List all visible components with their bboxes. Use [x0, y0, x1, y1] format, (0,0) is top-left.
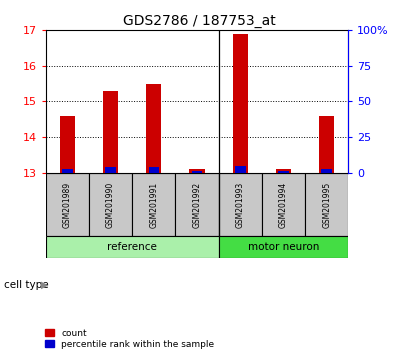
Bar [189, 169, 205, 173]
Bar [89, 173, 132, 236]
Bar [105, 167, 116, 173]
Text: GDS2786 / 187753_at: GDS2786 / 187753_at [123, 14, 275, 28]
Bar [276, 169, 291, 173]
Bar [219, 173, 262, 236]
Bar [192, 171, 202, 173]
Bar [46, 236, 219, 258]
Text: GSM201989: GSM201989 [63, 182, 72, 228]
Bar [262, 173, 305, 236]
Bar [219, 236, 348, 258]
Bar [233, 34, 248, 173]
Bar [321, 169, 332, 173]
Bar [235, 166, 246, 173]
Bar [103, 91, 118, 173]
Text: ▶: ▶ [41, 280, 48, 290]
Bar [60, 116, 75, 173]
Text: cell type: cell type [4, 280, 49, 290]
Bar [46, 173, 89, 236]
Bar [176, 173, 219, 236]
Text: motor neuron: motor neuron [248, 242, 319, 252]
Bar [148, 167, 159, 173]
Legend: count, percentile rank within the sample: count, percentile rank within the sample [44, 328, 215, 349]
Text: GSM201995: GSM201995 [322, 181, 331, 228]
Bar [132, 173, 176, 236]
Text: GSM201990: GSM201990 [106, 181, 115, 228]
Bar [146, 84, 161, 173]
Text: GSM201994: GSM201994 [279, 181, 288, 228]
Text: reference: reference [107, 242, 157, 252]
Text: GSM201993: GSM201993 [236, 181, 245, 228]
Bar [305, 173, 348, 236]
Bar [62, 169, 73, 173]
Text: GSM201992: GSM201992 [193, 182, 201, 228]
Bar [319, 116, 334, 173]
Text: GSM201991: GSM201991 [149, 182, 158, 228]
Bar [278, 171, 289, 173]
